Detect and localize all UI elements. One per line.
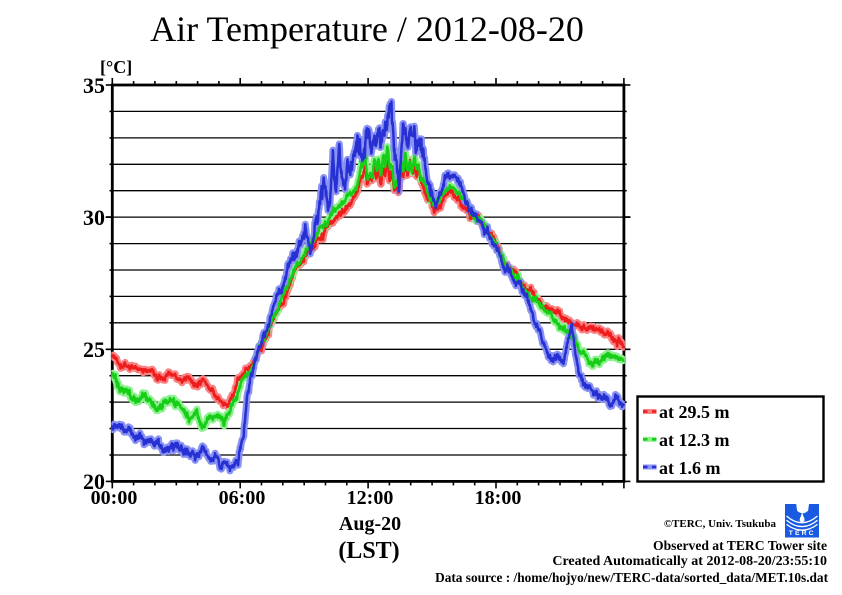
svg-text:TERC: TERC bbox=[789, 530, 816, 537]
